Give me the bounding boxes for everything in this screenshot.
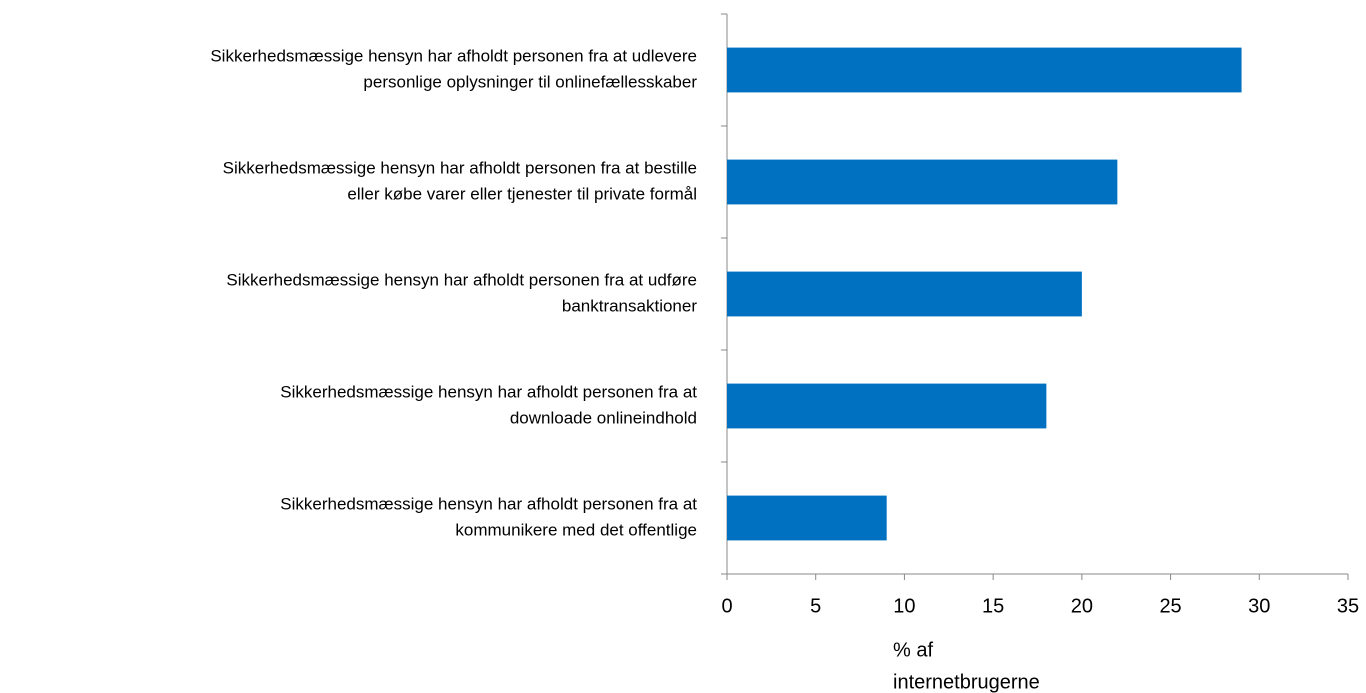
bar [727, 159, 1118, 205]
x-tick-label: 25 [1159, 595, 1181, 617]
bar [727, 271, 1082, 317]
x-tick-label: 35 [1337, 595, 1359, 617]
y-tick-label: kommunikere med det offentlige [455, 520, 697, 539]
y-tick-label: downloade onlineindhold [510, 408, 697, 427]
x-tick-label: 30 [1248, 595, 1270, 617]
y-tick-label: Sikkerhedsmæssige hensyn har afholdt per… [280, 382, 697, 401]
bar [727, 47, 1242, 93]
y-tick-label: Sikkerhedsmæssige hensyn har afholdt per… [210, 46, 697, 65]
x-tick-label: 15 [982, 595, 1004, 617]
x-tick-label: 20 [1071, 595, 1093, 617]
x-tick-label: 0 [721, 595, 732, 617]
y-tick-label: eller købe varer eller tjenester til pri… [347, 184, 697, 203]
bar [727, 495, 887, 541]
y-tick-label: banktransaktioner [562, 296, 697, 315]
x-tick-label: 5 [810, 595, 821, 617]
x-axis-label: % af [893, 639, 933, 661]
y-tick-label: personlige oplysninger til onlinefælless… [363, 72, 697, 91]
y-tick-label: Sikkerhedsmæssige hensyn har afholdt per… [226, 270, 697, 289]
y-tick-label: Sikkerhedsmæssige hensyn har afholdt per… [223, 158, 697, 177]
bar [727, 383, 1047, 429]
x-tick-label: 10 [893, 595, 915, 617]
x-axis-label: internetbrugerne [893, 671, 1040, 693]
y-tick-label: Sikkerhedsmæssige hensyn har afholdt per… [280, 494, 697, 513]
